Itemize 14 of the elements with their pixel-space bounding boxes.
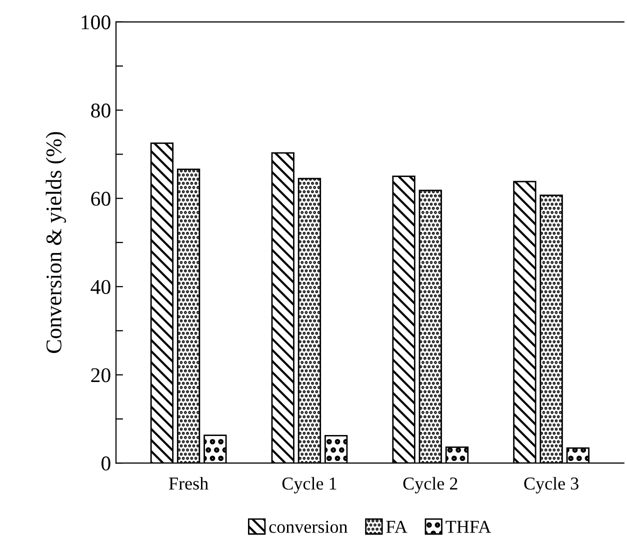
x-tick-label: Cycle 1 [282,476,336,494]
x-tick-label: Cycle 3 [524,476,578,494]
y-tick-label: 20 [91,368,110,382]
y-axis-title: Conversion & yields (%) [46,132,66,353]
x-tick-label: Cycle 2 [403,476,458,494]
y-tick-label: 100 [82,15,110,30]
x-tick-label: Fresh [169,476,208,490]
legend-label: conversion [269,520,348,533]
y-tick-label: 40 [90,280,110,294]
legend-label: FA [386,520,408,533]
legend-label: THFA [446,520,492,533]
y-tick-label: 0 [102,456,110,470]
y-tick-label: 60 [91,192,110,206]
y-tick-label: 80 [91,104,110,118]
